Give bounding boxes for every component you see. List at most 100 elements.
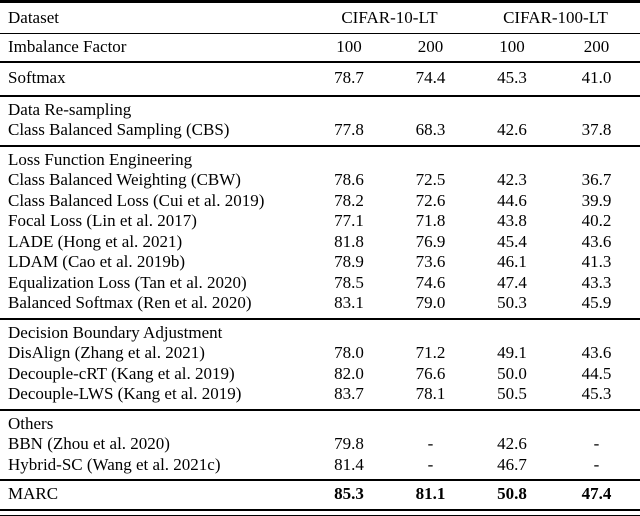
- method-label: Class Balanced Loss (Cui et al. 2019): [8, 190, 265, 210]
- group-header-cifar10lt: CIFAR-10-LT: [341, 8, 438, 27]
- method-label: Softmax: [8, 68, 66, 87]
- value-cell: 79.0: [415, 293, 446, 312]
- group-header-cifar100lt: CIFAR-100-LT: [503, 8, 608, 27]
- value-cell: 47.4: [497, 272, 527, 292]
- value-cell: 49.1: [497, 343, 527, 362]
- value-cell: 81.8: [334, 231, 364, 251]
- value-cell: 50.3: [497, 293, 527, 312]
- imbalance-factor-label: Imbalance Factor: [8, 36, 127, 56]
- method-label: Class Balanced Sampling (CBS): [8, 120, 230, 139]
- method-row: Decouple-LWS (Kang et al. 2019) 83.7 78.1 5…: [0, 384, 640, 410]
- method-label: Balanced Softmax (Ren et al. 2020): [8, 293, 252, 312]
- method-label: Decouple-LWS (Kang et al. 2019): [8, 384, 242, 403]
- method-label: Equalization Loss (Tan et al. 2020): [8, 272, 247, 292]
- section-heading: Decision Boundary Adjustment: [8, 322, 223, 342]
- method-label: LDAM (Cao et al. 2019b): [8, 252, 186, 271]
- section-heading-row: Loss Function Engineering: [0, 146, 640, 171]
- value-cell: 71.8: [415, 211, 446, 230]
- value-cell: 45.4: [497, 231, 527, 251]
- method-row: Class Balanced Loss (Cui et al. 2019) 78.…: [0, 191, 640, 212]
- value-cell: 47.4: [581, 484, 612, 503]
- value-cell: 78.7: [334, 68, 364, 87]
- section-heading: Data Re-sampling: [8, 99, 132, 119]
- value-cell: 45.3: [581, 384, 612, 403]
- value-cell: 39.9: [581, 190, 612, 210]
- value-cell: 43.6: [581, 231, 612, 251]
- method-label: Class Balanced Weighting (CBW): [8, 170, 241, 189]
- value-cell: 81.4: [334, 454, 364, 474]
- method-label: Hybrid-SC (Wang et al. 2021c): [8, 454, 221, 474]
- section-data-resampling: Data Re-sampling Class Balanced Sampling …: [0, 95, 640, 146]
- value-cell: -: [593, 434, 600, 453]
- method-row: LADE (Hong et al. 2021) 81.8 76.9 45.4 43.6: [0, 232, 640, 253]
- method-row: Focal Loss (Lin et al. 2017) 77.1 71.8 43.8…: [0, 211, 640, 232]
- value-cell: 42.6: [497, 434, 527, 453]
- value-cell: 46.1: [497, 252, 527, 271]
- value-cell: 44.6: [497, 190, 527, 210]
- section-marc: MARC 85.3 81.1 50.8 47.4: [0, 480, 640, 510]
- section-loss-function-engineering: Loss Function Engineering Class Balanced …: [0, 145, 640, 319]
- method-row: Class Balanced Weighting (CBW) 78.6 72.5 42…: [0, 170, 640, 191]
- section-heading-row: Decision Boundary Adjustment: [0, 319, 640, 344]
- method-row: BBN (Zhou et al. 2020) 79.8 - 42.6 -: [0, 434, 640, 455]
- value-cell: 78.2: [334, 190, 364, 210]
- imbalance-value: 200: [583, 36, 610, 56]
- method-label: LADE (Hong et al. 2021): [8, 231, 183, 251]
- section-heading: Others: [8, 413, 54, 433]
- value-cell: 85.3: [334, 484, 364, 503]
- value-cell: 78.5: [334, 272, 364, 292]
- method-row: Class Balanced Sampling (CBS) 77.8 68.3 42.…: [0, 120, 640, 146]
- imbalance-value: 200: [417, 36, 444, 56]
- value-cell: 78.6: [334, 170, 364, 189]
- method-row: Equalization Loss (Tan et al. 2020) 78.5 7…: [0, 273, 640, 294]
- value-cell: 45.3: [497, 68, 527, 87]
- method-row: Balanced Softmax (Ren et al. 2020) 83.1 79…: [0, 293, 640, 319]
- method-row: DisAlign (Zhang et al. 2021) 78.0 71.2 49.1…: [0, 343, 640, 364]
- value-cell: 83.1: [334, 293, 364, 312]
- value-cell: 76.9: [415, 231, 446, 251]
- value-cell: 42.6: [497, 120, 527, 139]
- value-cell: 41.0: [581, 68, 612, 87]
- imbalance-value: 100: [499, 36, 525, 56]
- section-others: Others BBN (Zhou et al. 2020) 79.8 - 42.6 - Hy…: [0, 409, 640, 481]
- value-cell: 78.0: [334, 343, 364, 362]
- imbalance-factor-row: Imbalance Factor 100 200 100 200: [0, 33, 640, 62]
- value-cell: 79.8: [334, 434, 364, 453]
- value-cell: 37.8: [581, 120, 612, 139]
- dataset-header-label: Dataset: [8, 8, 59, 27]
- value-cell: 83.7: [334, 384, 364, 403]
- value-cell: 36.7: [581, 170, 612, 189]
- value-cell: 81.1: [415, 484, 446, 503]
- value-cell: 77.8: [334, 120, 364, 139]
- value-cell: 73.6: [415, 252, 446, 271]
- value-cell: 41.3: [581, 252, 612, 271]
- section-heading: Loss Function Engineering: [8, 149, 193, 169]
- method-label: Decouple-cRT (Kang et al. 2019): [8, 363, 235, 383]
- imbalance-value: 100: [336, 36, 362, 56]
- value-cell: 72.5: [415, 170, 446, 189]
- method-row: Softmax 78.7 74.4 45.3 41.0: [0, 62, 640, 96]
- section-heading-row: Data Re-sampling: [0, 96, 640, 121]
- section-decision-boundary-adjustment: Decision Boundary Adjustment DisAlign (Zh…: [0, 318, 640, 410]
- value-cell: 77.1: [334, 211, 364, 230]
- method-row: MARC 85.3 81.1 50.8 47.4: [0, 480, 640, 510]
- value-cell: 78.1: [415, 384, 446, 403]
- method-label: BBN (Zhou et al. 2020): [8, 434, 170, 453]
- method-row: Hybrid-SC (Wang et al. 2021c) 81.4 - 46.7 -: [0, 455, 640, 481]
- method-label: MARC: [8, 484, 59, 503]
- value-cell: 72.6: [415, 190, 446, 210]
- dataset-header-row: Dataset CIFAR-10-LT CIFAR-100-LT: [0, 1, 640, 34]
- table-bottom-rule: [0, 514, 640, 516]
- section-heading-row: Others: [0, 410, 640, 435]
- value-cell: 50.0: [497, 363, 527, 383]
- section-baseline: Softmax 78.7 74.4 45.3 41.0: [0, 62, 640, 96]
- method-label: Focal Loss (Lin et al. 2017): [8, 211, 197, 230]
- value-cell: 43.3: [581, 272, 612, 292]
- value-cell: 78.9: [334, 252, 364, 271]
- value-cell: 74.6: [415, 272, 446, 292]
- value-cell: 74.4: [415, 68, 446, 87]
- method-label: DisAlign (Zhang et al. 2021): [8, 343, 205, 362]
- value-cell: -: [427, 434, 434, 453]
